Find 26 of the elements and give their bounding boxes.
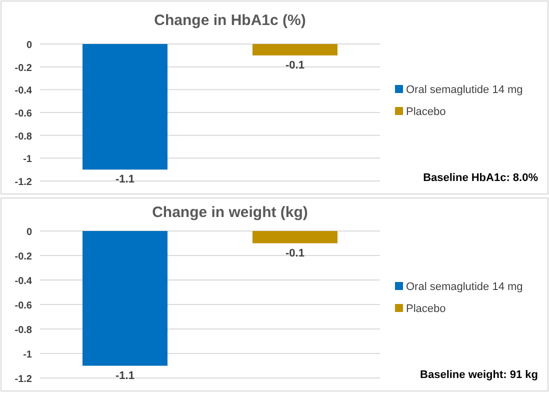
legend-label: Oral semaglutide 14 mg xyxy=(406,281,523,293)
text: Baseline weight: 91 kg xyxy=(420,369,538,381)
y-tick-label: -1 xyxy=(23,154,32,166)
y-tick-label: -1.2 xyxy=(14,374,32,385)
legend-label: Placebo xyxy=(406,303,446,315)
data-label: -0.1 xyxy=(286,59,304,72)
y-tick-label: -0.8 xyxy=(14,325,32,336)
y-tick-label: -1 xyxy=(23,350,32,360)
data-label: -1.1 xyxy=(116,174,134,186)
legend-label: Oral semaglutide 14 mg xyxy=(406,84,523,96)
y-tick-label: -0.2 xyxy=(14,62,32,74)
text: Baseline HbA1c: 8.0% xyxy=(423,172,538,184)
y-tick-label: -0.4 xyxy=(14,86,32,97)
data-label: -0.1 xyxy=(286,247,304,260)
y-tick-label: 0 xyxy=(26,227,32,238)
y-tick-label: -0.4 xyxy=(14,276,32,287)
y-tick-label: 0 xyxy=(26,40,32,51)
y-tick-label: -1.2 xyxy=(14,177,32,188)
chart-title: Change in HbA1c (%) xyxy=(154,12,306,29)
chart-title: Change in weight (kg) xyxy=(152,204,308,221)
y-tick-label: -0.2 xyxy=(14,252,32,262)
data-label: -1.1 xyxy=(116,370,134,382)
legend-label: Placebo xyxy=(406,106,446,118)
y-tick-label: -0.8 xyxy=(14,131,32,142)
y-tick-label: -0.6 xyxy=(14,300,32,312)
y-tick-label: -0.6 xyxy=(14,108,32,120)
